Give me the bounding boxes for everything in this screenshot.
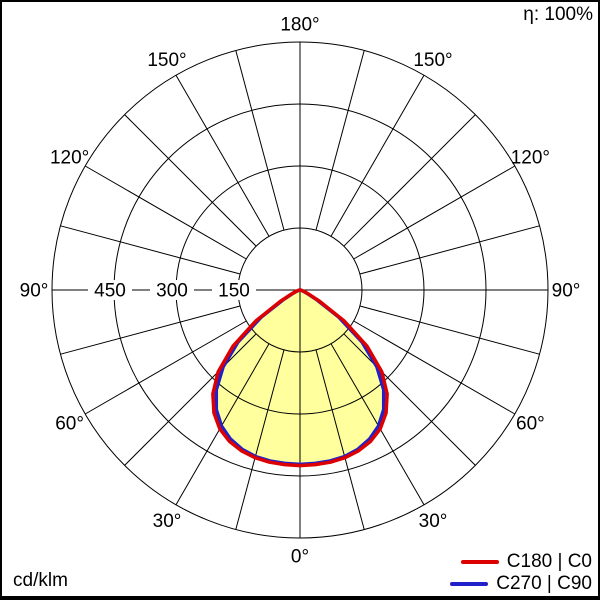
radial-tick-label: 450 <box>94 281 126 302</box>
angle-label: 180° <box>280 15 319 36</box>
angle-label: 90° <box>552 281 581 302</box>
radial-tick-label: 150 <box>218 281 250 302</box>
angle-label: 30° <box>419 511 448 532</box>
polar-grid-ray <box>124 333 257 466</box>
polar-grid-ray <box>60 225 241 275</box>
legend: C180 | C0 C270 | C90 <box>450 551 592 594</box>
polar-grid-ray <box>343 333 476 466</box>
legend-label: C270 | C90 <box>496 572 592 594</box>
radial-tick-background <box>88 280 132 300</box>
unit-label: cd/klm <box>13 570 68 591</box>
angle-label: 90° <box>20 281 49 302</box>
angle-label: 150° <box>413 50 452 71</box>
legend-line-swatch-blue <box>450 581 489 586</box>
polar-grid-ray <box>315 349 365 530</box>
legend-item-c180-c0: C180 | C0 <box>460 550 592 572</box>
angle-label: 150° <box>147 50 186 71</box>
polar-grid-ray <box>353 320 516 415</box>
polar-grid-ray <box>359 305 540 355</box>
polar-grid-ray <box>124 114 257 247</box>
polar-grid-ray <box>353 165 516 260</box>
polar-grid-ray <box>84 165 247 260</box>
light-output-ratio-label: η: 100% <box>523 4 593 25</box>
angle-label: 60° <box>55 414 84 435</box>
radial-tick-label: 300 <box>156 281 188 302</box>
polar-grid-ray <box>175 74 270 237</box>
curve-c180-c0 <box>211 288 389 468</box>
polar-grid-ray <box>343 114 476 247</box>
legend-line-swatch-red <box>460 559 499 564</box>
polar-grid-ray <box>330 74 425 237</box>
angle-label: 120° <box>511 148 550 169</box>
polar-grid-ray <box>60 305 241 355</box>
legend-label: C180 | C0 <box>506 550 592 572</box>
polar-grid-ray <box>235 349 285 530</box>
radial-tick-background <box>212 280 256 300</box>
radial-tick-background <box>150 280 194 300</box>
angle-label: 60° <box>516 414 545 435</box>
legend-item-c270-c90: C270 | C90 <box>450 573 592 594</box>
polar-grid-ray <box>315 50 365 231</box>
polar-grid-ray <box>84 320 247 415</box>
polar-grid-ray <box>359 225 540 275</box>
angle-label: 120° <box>50 148 89 169</box>
angle-label: 30° <box>153 511 182 532</box>
angle-label: 0° <box>291 547 309 568</box>
polar-grid-ray <box>235 50 285 231</box>
